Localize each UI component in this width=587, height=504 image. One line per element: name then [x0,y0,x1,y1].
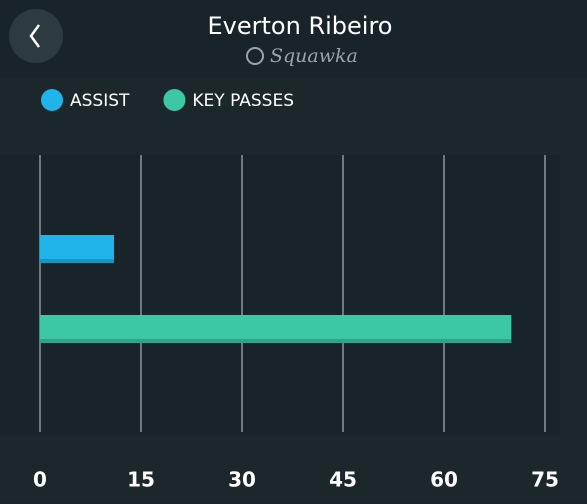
bar-shadow [40,339,512,343]
legend-label: KEY PASSES [192,91,294,111]
x-tick-label: 60 [430,468,458,492]
chart-subtitle: Squawka [270,45,358,67]
legend-swatch [41,89,63,111]
x-tick-label: 15 [127,468,155,492]
back-circle[interactable] [9,9,63,63]
x-tick-label: 0 [33,468,47,492]
plot-area [0,155,560,435]
x-tick-label: 45 [329,468,357,492]
chart-title: Everton Ribeiro [208,12,393,40]
header [0,0,587,78]
x-tick-label: 75 [531,468,559,492]
bar [40,315,512,343]
back-chevron[interactable] [29,24,41,48]
x-tick-label: 30 [228,468,256,492]
logo [246,47,264,65]
bar-shadow [40,259,115,263]
legend-label: ASSIST [70,91,130,111]
back-button[interactable] [9,9,63,63]
legend-swatch [163,89,186,111]
bar [40,235,115,263]
